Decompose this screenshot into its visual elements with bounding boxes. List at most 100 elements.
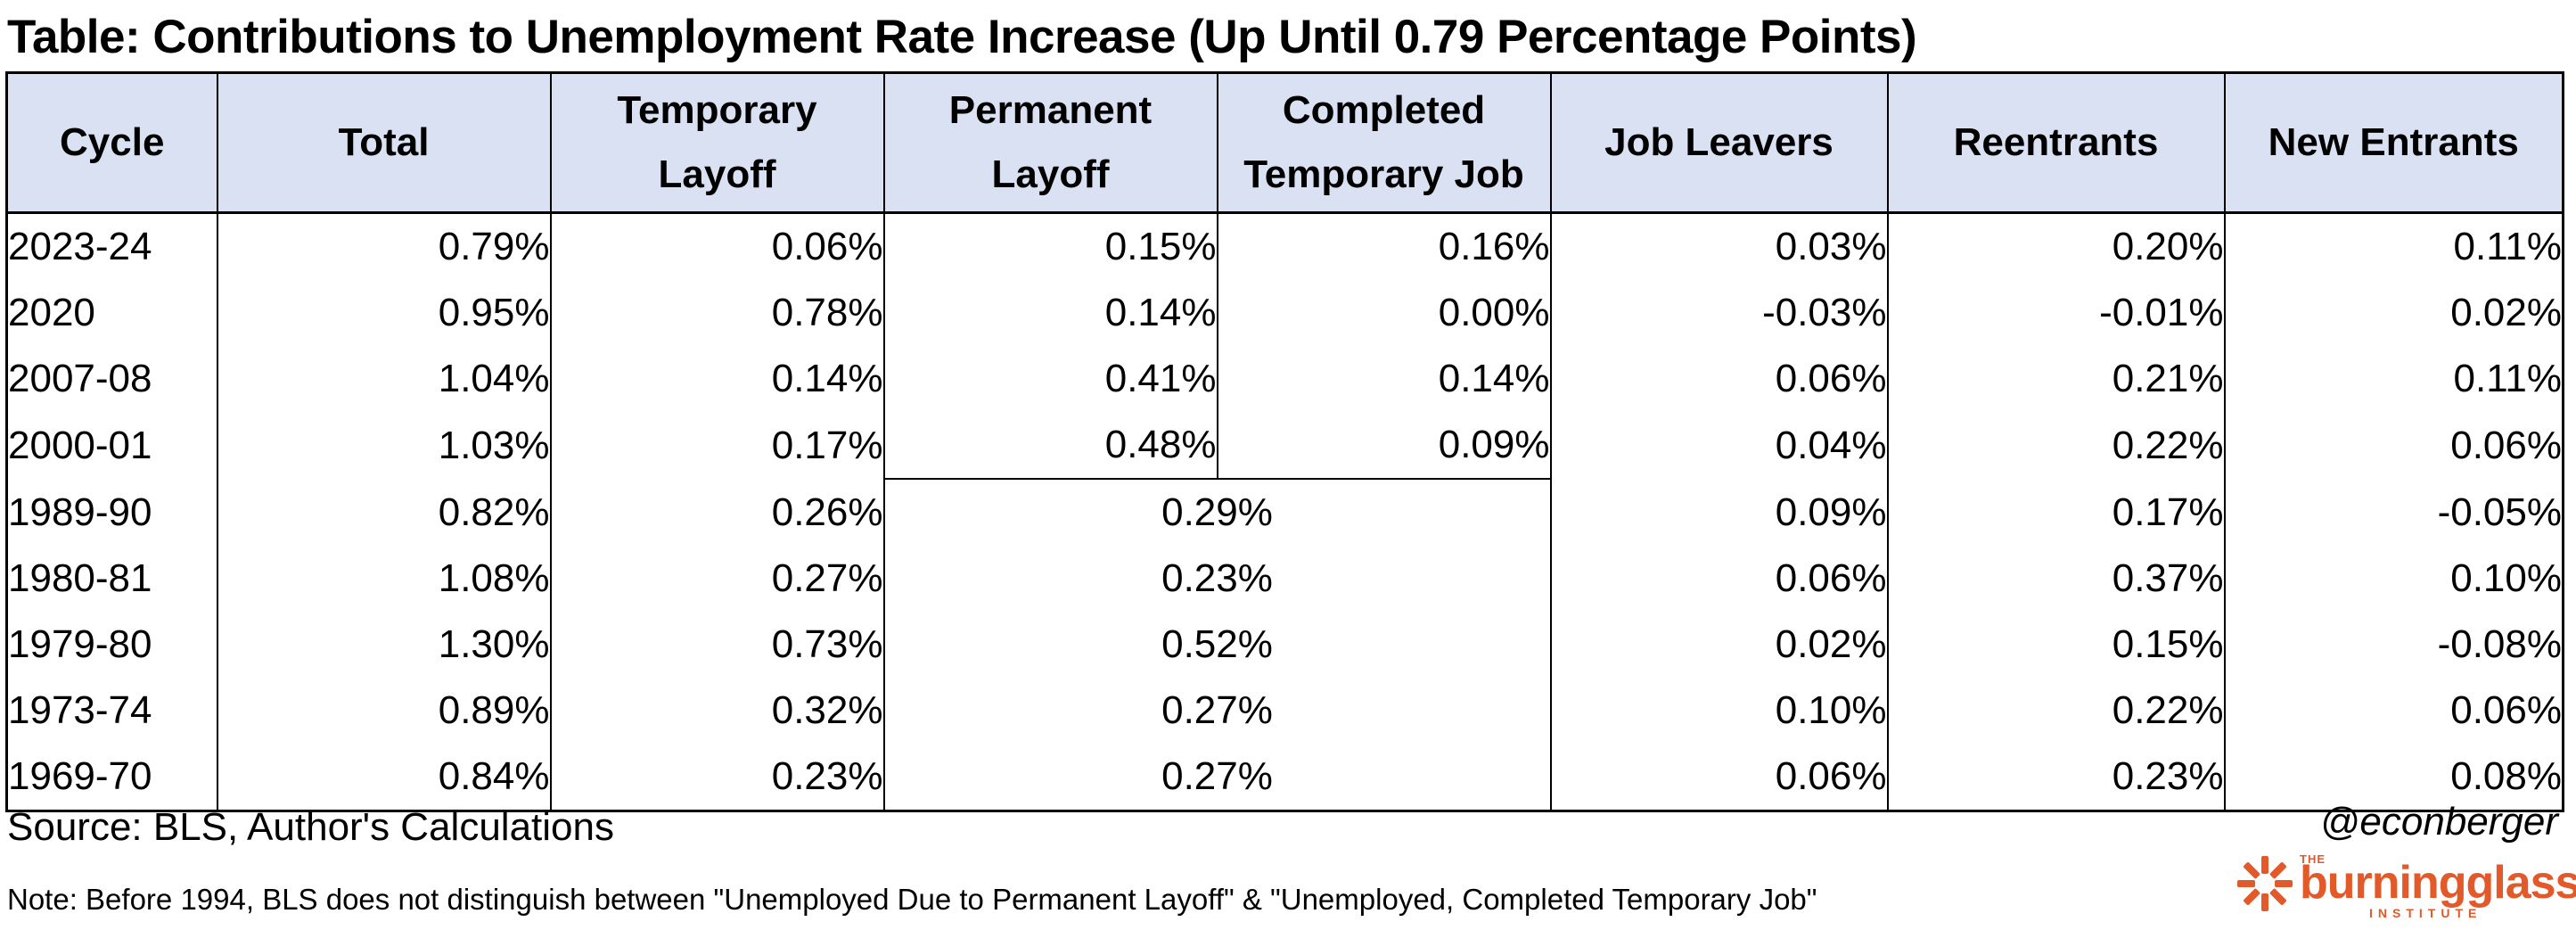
cell-reentrants: 0.22%: [1887, 678, 2226, 744]
table-row: 2023-24 0.79% 0.06% 0.15% 0.16% 0.03% 0.20% 0.1…: [6, 212, 2564, 280]
cell-cycle: 2000-01: [6, 412, 218, 479]
column-header-6: Reentrants: [1886, 72, 2226, 214]
cell-new-entrants: 0.02%: [2450, 291, 2562, 334]
table-row: 1979-80 1.30% 0.73% 0.52% 0.02% 0.15% -0.08%: [6, 612, 2564, 678]
cell-temporary-layoff: 0.73%: [550, 612, 885, 678]
cell-reentrants: 0.37%: [1887, 546, 2226, 612]
cell-new-entrants: 0.11%: [2453, 225, 2563, 268]
cell-total: 0.82%: [217, 479, 552, 546]
table-body: 2023-24 0.79% 0.06% 0.15% 0.16% 0.03% 0.20% 0.1…: [6, 212, 2564, 811]
cell-cycle: 2020: [6, 280, 218, 346]
column-header-3: Permanent Layoff: [882, 72, 1218, 214]
cell-cycle: 1979-80: [6, 612, 218, 678]
cell-permanent-and-completed-combined: 0.23%: [883, 546, 1552, 612]
cell-total: 0.89%: [217, 678, 552, 744]
cell-total: 1.04%: [217, 346, 552, 412]
cell-temporary-layoff: 0.78%: [550, 280, 885, 346]
cell-new-entrants: -0.05%: [2437, 490, 2562, 534]
cell-total: 0.84%: [217, 744, 552, 811]
cell-completed-temporary-job: 0.09%: [1217, 412, 1552, 479]
cell-job-leavers: 0.04%: [1550, 412, 1889, 479]
cell-temporary-layoff: 0.14%: [550, 346, 885, 412]
cell-job-leavers: 0.06%: [1550, 346, 1889, 412]
cell-permanent-layoff: 0.48%: [883, 412, 1218, 479]
cell-completed-temporary-job: 0.00%: [1217, 280, 1552, 346]
column-header-line: Reentrants: [1953, 120, 2159, 164]
column-header-7: New Entrants: [2223, 72, 2564, 214]
cell-permanent-layoff: 0.15%: [883, 212, 1218, 280]
cell-job-leavers: -0.03%: [1550, 280, 1889, 346]
cell-temporary-layoff: 0.27%: [550, 546, 885, 612]
cell-reentrants: 0.20%: [1887, 212, 2226, 280]
cell-cycle: 1980-81: [6, 546, 218, 612]
column-header-5: Job Leavers: [1549, 72, 1889, 214]
cell-new-entrants: 0.11%: [2453, 357, 2563, 400]
table-row: 1980-81 1.08% 0.27% 0.23% 0.06% 0.37% 0.10%: [6, 546, 2564, 612]
cell-cycle: 2007-08: [6, 346, 218, 412]
column-header-line: Cycle: [60, 120, 165, 164]
column-header-line: Temporary: [617, 88, 817, 132]
cell-permanent-and-completed-combined: 0.27%: [883, 744, 1552, 811]
table-row: 2007-08 1.04% 0.14% 0.41% 0.14% 0.06% 0.21% 0.1…: [6, 346, 2564, 412]
cell-job-leavers: 0.03%: [1550, 212, 1889, 280]
table-row: 2020 0.95% 0.78% 0.14% 0.00% -0.03% -0.01% 0.02…: [6, 280, 2564, 346]
column-header-line: Permanent: [948, 88, 1153, 132]
cell-reentrants: 0.15%: [1887, 612, 2226, 678]
cell-total: 0.95%: [217, 280, 552, 346]
logo-the: THE: [2300, 852, 2326, 866]
cell-temporary-layoff: 0.06%: [550, 212, 885, 280]
cell-reentrants: -0.01%: [1887, 280, 2226, 346]
cell-reentrants: 0.21%: [1887, 346, 2226, 412]
cell-job-leavers: 0.06%: [1550, 546, 1889, 612]
cell-temporary-layoff: 0.23%: [550, 744, 885, 811]
cell-completed-temporary-job: 0.16%: [1217, 212, 1552, 280]
column-header-line: Layoff: [658, 152, 776, 196]
cell-permanent-and-completed-combined: 0.29%: [883, 478, 1552, 546]
cell-total: 1.03%: [217, 412, 552, 479]
cell-total: 1.08%: [217, 546, 552, 612]
column-header-1: Total: [216, 72, 552, 214]
cell-job-leavers: 0.02%: [1550, 612, 1889, 678]
cell-new-entrants: 0.06%: [2450, 688, 2562, 732]
cell-permanent-layoff: 0.41%: [883, 346, 1218, 412]
table-row: 2000-01 1.03% 0.17% 0.48% 0.09% 0.04% 0.22% 0.0…: [6, 412, 2564, 479]
cell-temporary-layoff: 0.32%: [550, 678, 885, 744]
table-title: Table: Contributions to Unemployment Rat…: [7, 11, 1917, 63]
column-header-4: Completed Temporary Job: [1216, 72, 1552, 214]
contributions-table: Cycle Total Temporary Layoff Permanent Layoff…: [5, 71, 2564, 812]
column-header-line: Job Leavers: [1604, 120, 1834, 164]
column-header-line: Temporary Job: [1243, 152, 1524, 196]
cell-permanent-and-completed-combined: 0.27%: [883, 678, 1552, 744]
cell-total: 1.30%: [217, 612, 552, 678]
column-header-line: Completed: [1282, 88, 1486, 132]
table-row: 1989-90 0.82% 0.26% 0.29% 0.09% 0.17% -0.05%: [6, 478, 2564, 546]
cell-cycle: 1989-90: [6, 479, 218, 546]
cell-new-entrants: -0.08%: [2437, 622, 2562, 666]
cell-cycle: 2023-24: [6, 212, 218, 280]
cell-temporary-layoff: 0.26%: [550, 479, 885, 546]
cell-reentrants: 0.23%: [1887, 744, 2226, 811]
burning-glass-logo: THE burningglass INSTITUTE: [2236, 851, 2576, 922]
logo-institute: INSTITUTE: [2369, 906, 2482, 920]
cell-reentrants: 0.17%: [1887, 479, 2226, 546]
cell-job-leavers: 0.10%: [1550, 678, 1889, 744]
cell-temporary-layoff: 0.17%: [550, 412, 885, 479]
cell-job-leavers: 0.09%: [1550, 479, 1889, 546]
column-header-2: Temporary Layoff: [549, 72, 885, 214]
column-header-line: Total: [338, 120, 430, 164]
cell-permanent-and-completed-combined: 0.52%: [883, 612, 1552, 678]
cell-total: 0.79%: [217, 212, 552, 280]
cell-new-entrants: 0.08%: [2450, 754, 2562, 798]
cell-cycle: 1969-70: [6, 744, 218, 811]
cell-permanent-layoff: 0.14%: [883, 280, 1218, 346]
author-handle: @econberger: [2319, 800, 2558, 844]
source-note: Source: BLS, Author's Calculations: [7, 805, 614, 849]
cell-job-leavers: 0.06%: [1550, 744, 1889, 811]
cell-completed-temporary-job: 0.14%: [1217, 346, 1552, 412]
logo-wordmark: burningglass: [2300, 857, 2576, 909]
column-header-line: New Entrants: [2268, 120, 2519, 164]
cell-cycle: 1973-74: [6, 678, 218, 744]
methodology-note: Note: Before 1994, BLS does not distingu…: [7, 883, 1817, 916]
table-row: 1973-74 0.89% 0.32% 0.27% 0.10% 0.22% 0.06%: [6, 678, 2564, 744]
burning-glass-logo-icon: [2237, 856, 2293, 911]
